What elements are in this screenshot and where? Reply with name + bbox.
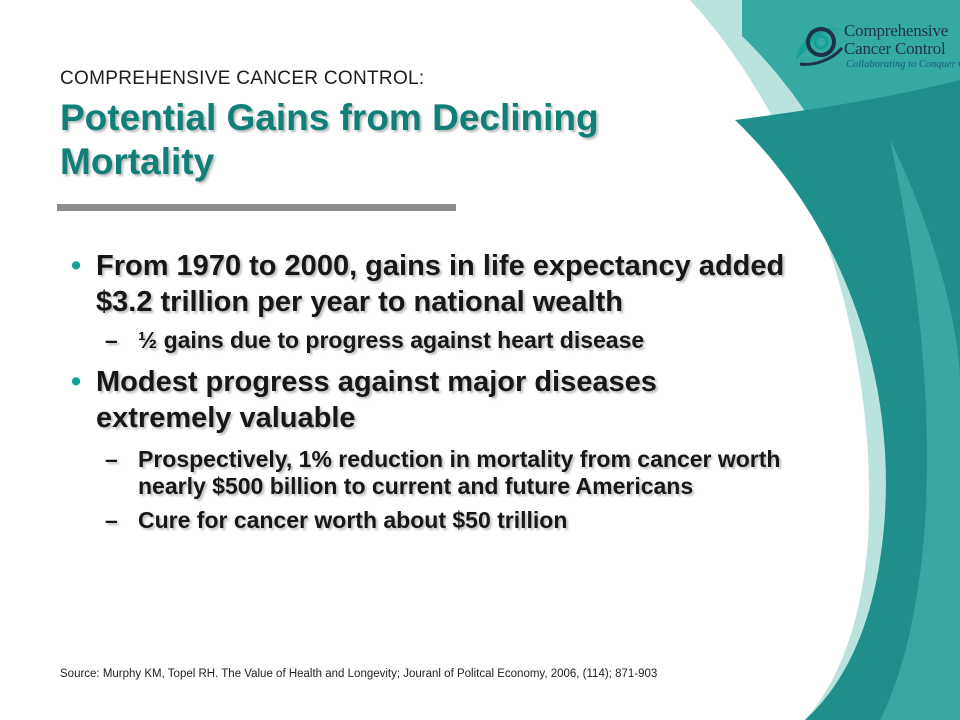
bullet-marker: • <box>71 250 82 282</box>
title-underline <box>57 204 456 211</box>
bullet-list: • From 1970 to 2000, gains in life expec… <box>0 248 860 534</box>
bullet-text: From 1970 to 2000, gains in life expecta… <box>96 250 785 318</box>
slide-title: Potential Gains from Declining Mortality <box>60 97 599 182</box>
sub-bullet-text: Cure for cancer worth about $50 trillion <box>138 507 568 533</box>
sub-bullet-marker: – <box>105 507 118 533</box>
source-citation: Source: Murphy KM, Topel RH. The Value o… <box>60 668 658 680</box>
sub-bullet-marker: – <box>105 446 118 472</box>
sub-bullet-marker: – <box>105 327 118 353</box>
bullet-item: • From 1970 to 2000, gains in life expec… <box>71 248 796 320</box>
sub-bullet-text: Prospectively, 1% reduction in mortality… <box>138 446 781 499</box>
bullet-item: • Modest progress against major diseases… <box>71 364 796 436</box>
bullet-text: Modest progress against major diseases e… <box>96 366 657 434</box>
swirl-logo-icon <box>796 27 844 66</box>
logo-line1: Comprehensive <box>844 21 949 40</box>
sub-bullet-item: – ½ gains due to progress against heart … <box>105 327 828 354</box>
sub-bullet-text: ½ gains due to progress against heart di… <box>138 327 645 353</box>
logo: Comprehensive Cancer Control Collaborati… <box>794 20 960 72</box>
logo-line2: Cancer Control <box>844 39 946 58</box>
slide-kicker: COMPREHENSIVE CANCER CONTROL: <box>60 68 425 89</box>
sub-bullet-item: – Cure for cancer worth about $50 trilli… <box>105 507 828 534</box>
logo-tagline: Collaborating to Conquer Cancer <box>846 59 960 70</box>
bullet-marker: • <box>71 366 82 398</box>
sub-bullet-item: – Prospectively, 1% reduction in mortali… <box>105 446 828 500</box>
